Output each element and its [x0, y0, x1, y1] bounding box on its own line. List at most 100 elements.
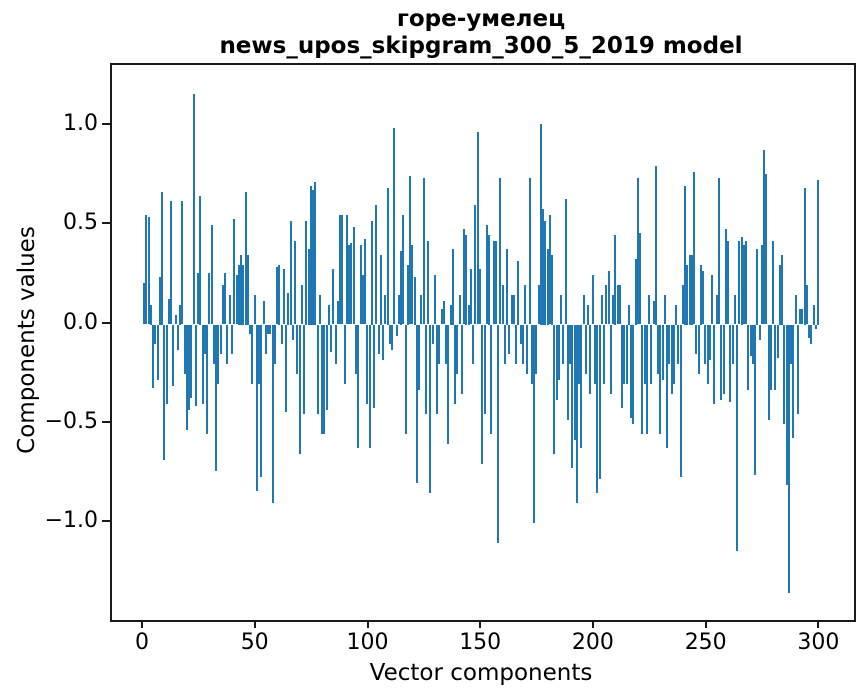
- bar: [636, 177, 639, 325]
- bar: [582, 294, 585, 325]
- bar: [630, 324, 632, 418]
- bar: [400, 251, 402, 325]
- bar: [693, 171, 696, 325]
- bar: [181, 201, 184, 325]
- bar: [810, 324, 813, 345]
- bar: [607, 270, 610, 325]
- bar: [373, 324, 375, 408]
- bar: [289, 221, 292, 325]
- bar: [715, 294, 718, 325]
- bar: [562, 324, 565, 365]
- bar: [305, 221, 308, 325]
- bar: [264, 324, 267, 355]
- y-tick-mark: [102, 321, 110, 324]
- bar: [589, 324, 592, 394]
- bar: [179, 304, 182, 325]
- bar: [314, 181, 317, 325]
- bar: [278, 265, 281, 325]
- y-tick-label: 0.5: [63, 210, 98, 236]
- chart-title-line2: news_upos_skipgram_300_5_2019 model: [219, 33, 743, 59]
- x-tick-mark: [479, 620, 482, 628]
- bar: [688, 255, 691, 325]
- bar: [517, 261, 520, 325]
- bar: [479, 268, 481, 325]
- bar: [350, 243, 353, 325]
- bar: [145, 215, 148, 325]
- bar: [686, 265, 689, 325]
- bar: [533, 324, 536, 524]
- bar: [296, 324, 299, 375]
- bar: [332, 268, 335, 325]
- bar: [221, 284, 224, 325]
- bar: [219, 324, 222, 355]
- bar: [767, 324, 770, 420]
- y-tick-mark: [102, 520, 110, 523]
- bar: [445, 324, 448, 365]
- bar: [294, 241, 297, 325]
- bar: [143, 282, 145, 325]
- bar: [575, 324, 578, 504]
- bar: [492, 241, 495, 325]
- bar: [675, 304, 678, 325]
- bar: [557, 324, 560, 381]
- bar: [519, 324, 522, 345]
- x-tick-label: 300: [797, 630, 840, 655]
- bar: [321, 324, 324, 434]
- bar: [729, 324, 732, 402]
- bar: [539, 124, 542, 325]
- chart-title-line1: горе-умелец: [396, 6, 566, 32]
- bar: [681, 284, 684, 325]
- bar: [650, 324, 653, 385]
- bar: [605, 284, 608, 325]
- bar: [246, 255, 249, 325]
- x-tick-mark: [141, 620, 143, 628]
- bar: [731, 324, 734, 365]
- bar: [494, 241, 497, 325]
- bar: [481, 324, 484, 464]
- bar: [469, 268, 472, 325]
- x-tick-mark: [704, 620, 707, 628]
- bar: [654, 165, 657, 325]
- bar: [255, 324, 258, 492]
- bar: [600, 294, 603, 325]
- bar: [609, 324, 612, 394]
- bar: [379, 255, 382, 325]
- bar: [258, 324, 260, 385]
- y-tick-label: 1.0: [63, 111, 98, 136]
- bar: [727, 241, 729, 325]
- bar: [720, 324, 723, 400]
- bar: [474, 205, 477, 325]
- bar: [291, 324, 294, 341]
- bar: [799, 308, 802, 325]
- x-tick-label: 150: [459, 630, 502, 655]
- chart-title: горе-умелец news_upos_skipgram_300_5_201…: [110, 6, 852, 60]
- bar: [285, 324, 288, 412]
- bar: [530, 324, 533, 385]
- bar: [627, 304, 630, 325]
- bar: [587, 304, 590, 325]
- bar: [648, 294, 651, 325]
- bar: [769, 324, 772, 390]
- bar: [490, 324, 493, 434]
- bar: [690, 255, 693, 325]
- bar: [463, 229, 466, 325]
- bar: [167, 298, 170, 325]
- bar: [803, 187, 806, 325]
- bar: [393, 127, 396, 325]
- bar: [736, 324, 738, 551]
- bar: [708, 324, 711, 361]
- bar: [316, 324, 319, 414]
- bar: [772, 241, 775, 325]
- bar: [325, 324, 328, 410]
- bar: [271, 324, 274, 504]
- bar: [569, 324, 572, 365]
- bar: [652, 300, 655, 325]
- bar: [411, 245, 414, 325]
- bar: [733, 294, 736, 325]
- bar: [206, 324, 209, 434]
- bar: [163, 324, 166, 460]
- bar: [404, 324, 407, 434]
- bar: [230, 324, 233, 355]
- bar: [312, 189, 315, 325]
- plot-area: [110, 63, 856, 622]
